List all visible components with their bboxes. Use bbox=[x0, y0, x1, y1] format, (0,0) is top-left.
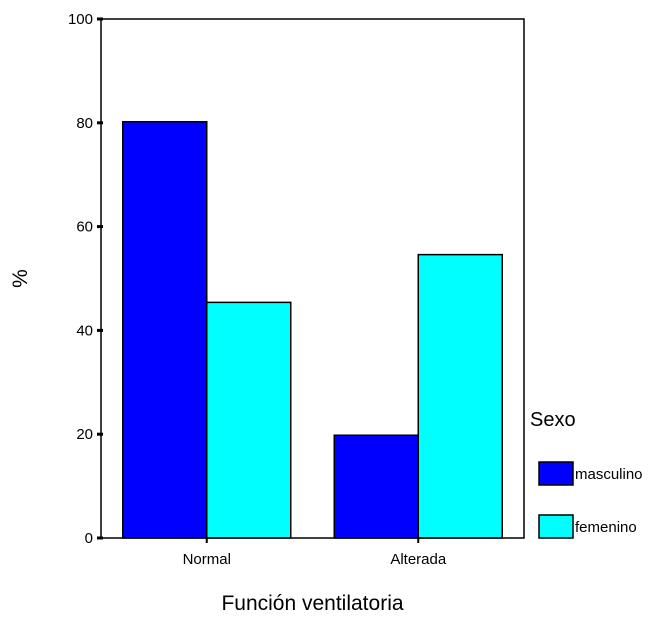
legend: Sexo masculino femenino bbox=[530, 409, 643, 539]
bar-masculino-normal bbox=[122, 121, 208, 539]
y-tick-label: 0 bbox=[85, 530, 93, 547]
bar-femenino-alterada bbox=[417, 253, 503, 539]
x-axis-title: Función ventilatoria bbox=[221, 592, 403, 615]
y-axis: 0 20 40 60 80 100 bbox=[68, 11, 103, 547]
bar-femenino-normal bbox=[206, 301, 292, 539]
y-tick-label: 80 bbox=[76, 115, 93, 132]
legend-swatch-masculino bbox=[538, 461, 574, 486]
bars-group bbox=[122, 121, 503, 539]
x-tick-label-alterada: Alterada bbox=[390, 551, 447, 568]
y-tick-label: 40 bbox=[76, 322, 93, 339]
legend-title: Sexo bbox=[530, 409, 576, 431]
y-axis-title: % bbox=[9, 269, 32, 288]
x-tick-label-normal: Normal bbox=[183, 551, 231, 568]
bar-masculino-alterada bbox=[333, 434, 419, 539]
x-axis: Normal Alterada bbox=[183, 538, 447, 568]
y-tick-label: 60 bbox=[76, 219, 93, 236]
plot-frame bbox=[100, 18, 525, 539]
legend-label-femenino: femenino bbox=[575, 519, 637, 536]
legend-swatch-femenino bbox=[538, 514, 574, 539]
y-tick-label: 100 bbox=[68, 11, 93, 28]
legend-label-masculino: masculino bbox=[575, 466, 643, 483]
y-tick-label: 20 bbox=[76, 426, 93, 443]
